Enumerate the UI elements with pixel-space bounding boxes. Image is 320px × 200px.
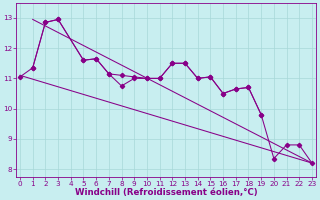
X-axis label: Windchill (Refroidissement éolien,°C): Windchill (Refroidissement éolien,°C) [75,188,257,197]
